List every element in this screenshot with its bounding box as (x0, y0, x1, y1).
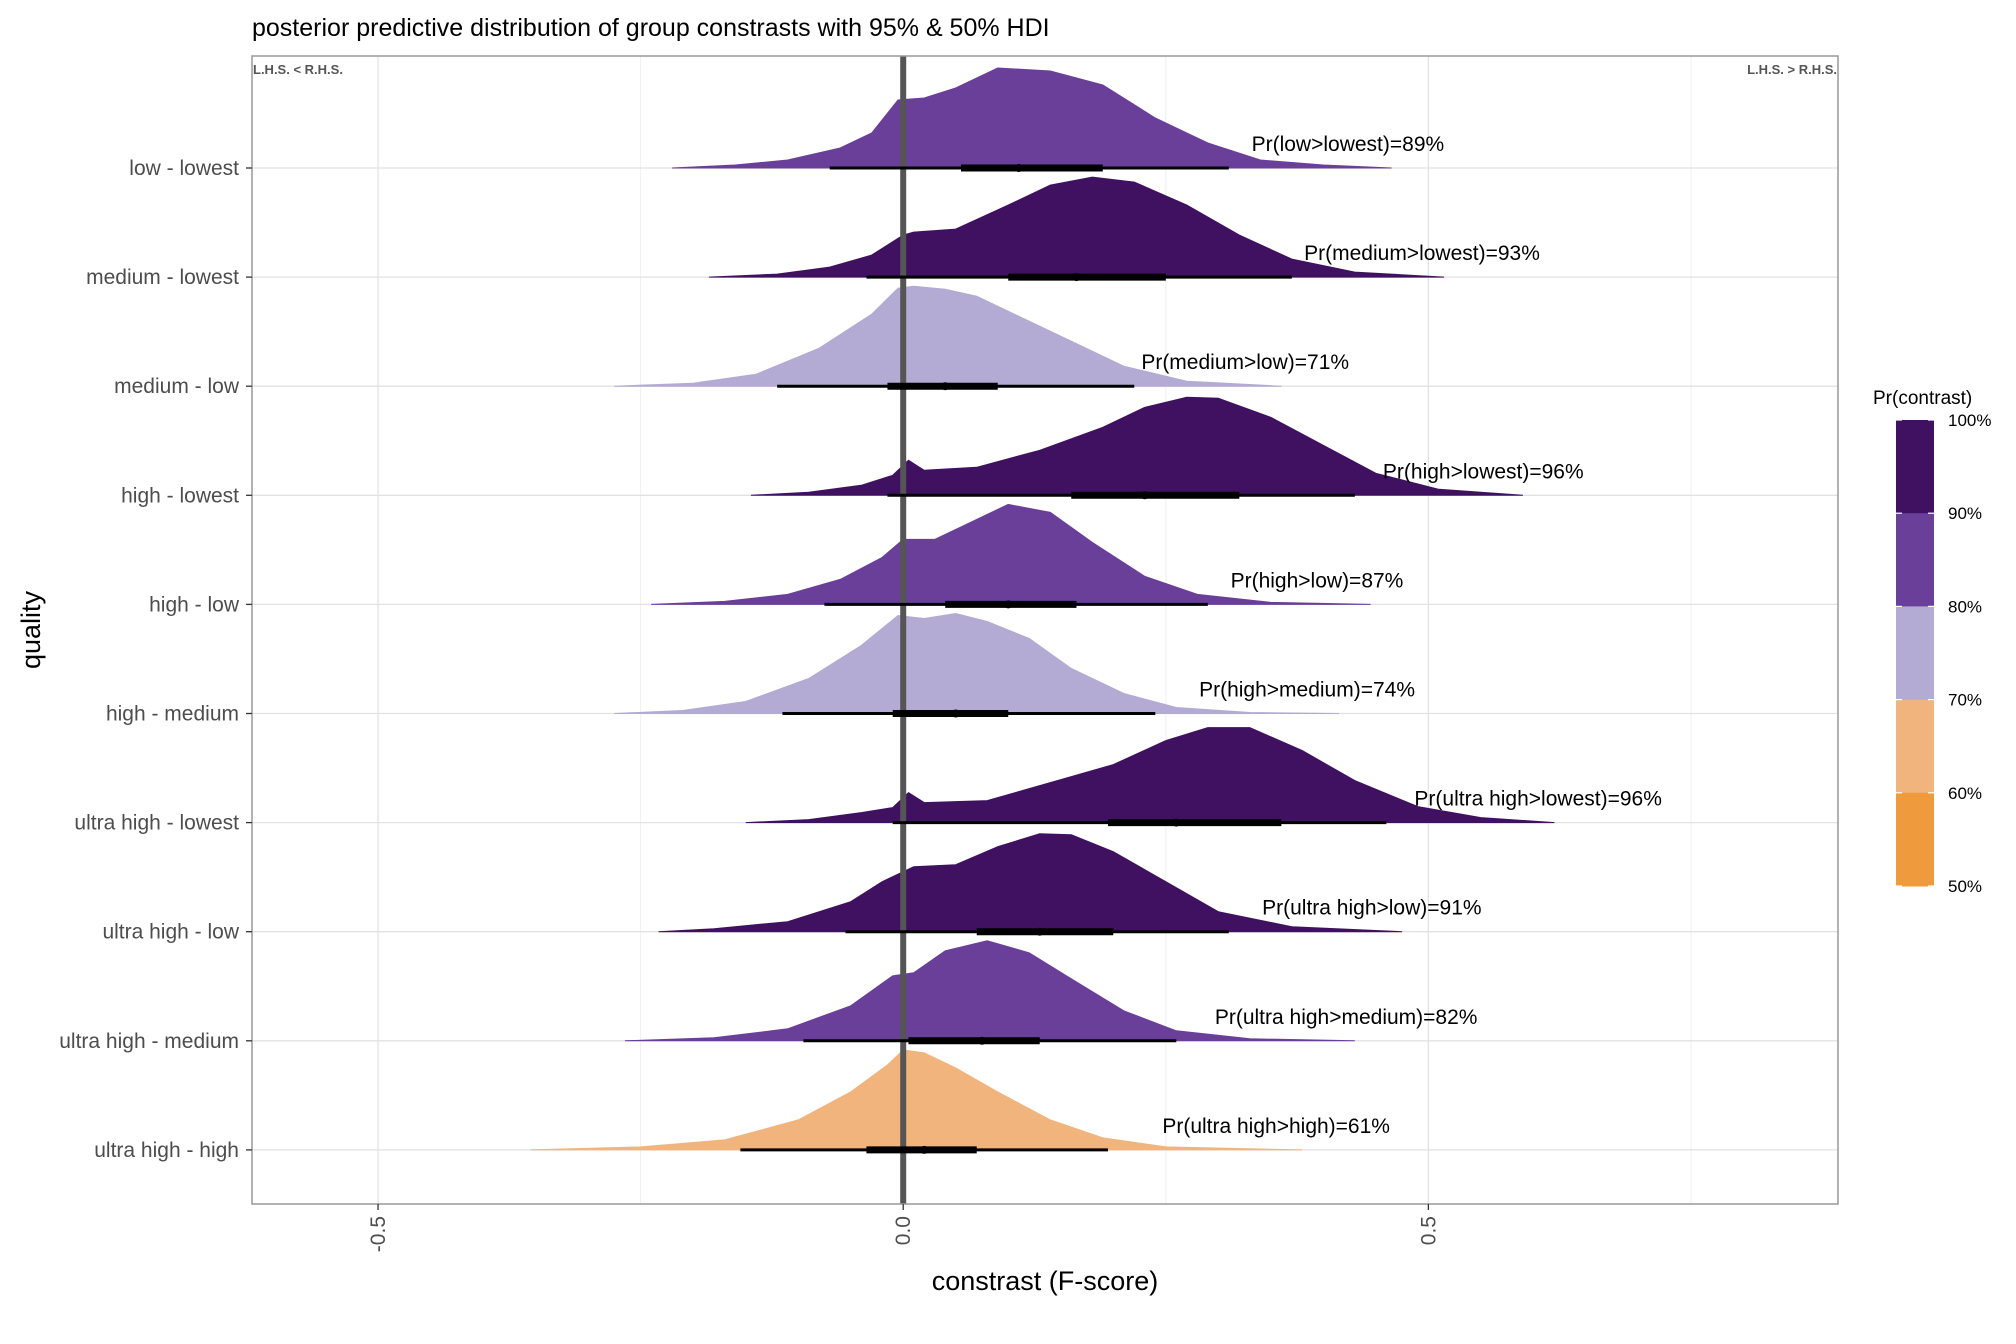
x-axis: -0.5 0.0 0.5 (367, 1204, 1440, 1252)
x-tick-label: -0.5 (367, 1216, 390, 1252)
median-point (1014, 164, 1023, 172)
probability-annotation: Pr(high>low)=87% (1231, 569, 1404, 592)
y-tick-label: ultra high - high (94, 1139, 239, 1162)
x-tick-label: 0.0 (892, 1216, 915, 1245)
density-ridge (614, 285, 1282, 387)
chart-title: posterior predictive distribution of gro… (252, 14, 1050, 42)
probability-annotations: Pr(low>lowest)=89% Pr(medium>lowest)=93% P… (1141, 133, 1662, 1138)
density-ridge (614, 612, 1340, 714)
median-point (1140, 491, 1149, 500)
legend-color-band (1896, 792, 1934, 887)
legend-color-band (1896, 606, 1934, 701)
legend-label: 100% (1948, 411, 1991, 430)
y-tick-label: low - lowest (129, 157, 239, 180)
legend-colorbar (1896, 420, 1934, 887)
legend-labels: 100% 90% 80% 70% 60% 50% (1896, 411, 1991, 896)
median-point (951, 709, 960, 718)
density-ridge (745, 727, 1555, 824)
density-ridge (651, 503, 1371, 605)
y-tick-label: ultra high - low (102, 921, 239, 944)
probability-annotation: Pr(ultra high>lowest)=96% (1414, 788, 1661, 811)
corner-label-left: L.H.S. < R.H.S. (253, 62, 343, 77)
x-tick-label: 0.5 (1417, 1216, 1440, 1245)
probability-annotation: Pr(high>medium)=74% (1199, 679, 1415, 702)
plot-panel: Pr(low>lowest)=89% Pr(medium>lowest)=93% P… (251, 55, 1839, 1205)
y-tick-label: high - medium (106, 703, 239, 726)
probability-annotation: Pr(ultra high>medium)=82% (1215, 1006, 1478, 1029)
hdi-intervals (740, 164, 1387, 1154)
median-point (1004, 600, 1013, 609)
density-ridge (530, 1049, 1303, 1151)
y-tick-label: high - lowest (121, 484, 239, 507)
y-tick-label: ultra high - medium (59, 1030, 239, 1053)
probability-annotation: Pr(high>lowest)=96% (1383, 460, 1584, 483)
legend-label: 60% (1948, 784, 1982, 803)
legend: Pr(contrast) 100% 90% 80% 70% 60% 50% (1873, 388, 1991, 896)
density-ridge (672, 67, 1392, 169)
y-tick-label: ultra high - lowest (74, 812, 239, 835)
median-point (1035, 927, 1044, 936)
corner-label-right: L.H.S. > R.H.S. (1747, 62, 1837, 77)
legend-title: Pr(contrast) (1873, 388, 1972, 409)
median-point (1072, 273, 1081, 282)
density-ridge (624, 940, 1355, 1042)
median-point (920, 1145, 929, 1154)
density-ridge (750, 396, 1523, 496)
legend-label: 50% (1948, 877, 1982, 896)
ridges (530, 67, 1555, 1151)
probability-annotation: Pr(medium>low)=71% (1141, 351, 1349, 374)
median-point (941, 382, 950, 391)
y-tick-label: high - low (149, 593, 240, 616)
x-axis-title: constrast (F-score) (932, 1266, 1159, 1296)
legend-color-band (1896, 699, 1934, 794)
y-axis-title: quality (16, 590, 46, 669)
probability-annotation: Pr(ultra high>low)=91% (1262, 897, 1481, 920)
y-tick-label: medium - low (114, 375, 240, 398)
legend-label: 70% (1948, 691, 1982, 710)
y-tick-label: medium - lowest (86, 266, 239, 289)
probability-annotation: Pr(ultra high>high)=61% (1162, 1115, 1390, 1138)
density-ridge (658, 833, 1403, 933)
y-axis: low - lowest medium - lowest medium - low h… (59, 157, 252, 1162)
legend-label: 80% (1948, 597, 1982, 616)
legend-label: 90% (1948, 504, 1982, 523)
median-point (1172, 818, 1181, 827)
probability-annotation: Pr(low>lowest)=89% (1252, 133, 1445, 156)
density-ridge (708, 176, 1445, 278)
probability-annotation: Pr(medium>lowest)=93% (1304, 242, 1540, 265)
median-point (977, 1036, 986, 1045)
legend-color-band (1896, 513, 1934, 607)
legend-color-band (1896, 420, 1934, 514)
